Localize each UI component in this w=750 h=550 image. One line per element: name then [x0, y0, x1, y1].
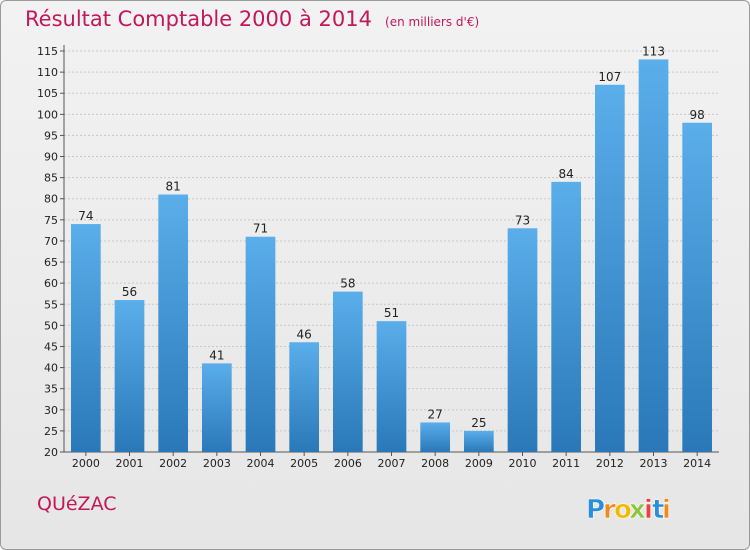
- value-label-2012: 107: [598, 70, 621, 84]
- x-tick-label-2010: 2010: [509, 457, 537, 470]
- value-label-2014: 98: [690, 108, 705, 122]
- value-label-2011: 84: [559, 167, 574, 181]
- logo-letter-6: i: [662, 495, 671, 525]
- bar-2008: [420, 422, 451, 452]
- bar-2003: [201, 363, 232, 452]
- logo-letter-3: x: [629, 495, 646, 525]
- x-tick-label-2000: 2000: [72, 457, 100, 470]
- bar-2002: [158, 194, 189, 452]
- y-tick-label-20: 20: [44, 446, 58, 459]
- y-tick-label-45: 45: [44, 340, 58, 353]
- x-tick-label-2011: 2011: [552, 457, 580, 470]
- value-label-2001: 56: [122, 285, 137, 299]
- y-tick-label-65: 65: [44, 256, 58, 269]
- value-label-2010: 73: [515, 213, 530, 227]
- x-tick-label-2013: 2013: [640, 457, 668, 470]
- town-name: QUéZAC: [37, 493, 117, 515]
- x-tick-label-2002: 2002: [159, 457, 187, 470]
- x-tick-label-2008: 2008: [421, 457, 449, 470]
- y-tick-label-55: 55: [44, 298, 58, 311]
- logo-letter-2: o: [614, 495, 632, 525]
- value-label-2007: 51: [384, 306, 399, 320]
- y-tick-label-95: 95: [44, 129, 58, 142]
- logo-letter-0: P: [586, 495, 605, 525]
- value-label-2013: 113: [642, 44, 665, 58]
- y-tick-label-30: 30: [44, 404, 58, 417]
- value-label-2009: 25: [471, 416, 486, 430]
- y-tick-label-35: 35: [44, 383, 58, 396]
- bar-2000: [70, 224, 101, 452]
- bar-2014: [682, 122, 713, 452]
- y-tick-label-90: 90: [44, 151, 58, 164]
- x-tick-label-2009: 2009: [465, 457, 493, 470]
- y-tick-label-110: 110: [37, 66, 58, 79]
- bar-2001: [114, 300, 145, 452]
- y-tick-label-40: 40: [44, 362, 58, 375]
- y-tick-label-100: 100: [37, 108, 58, 121]
- y-tick-label-85: 85: [44, 172, 58, 185]
- x-tick-label-2014: 2014: [683, 457, 711, 470]
- bar-2009: [463, 430, 494, 452]
- value-label-2004: 71: [253, 222, 268, 236]
- y-tick-label-75: 75: [44, 214, 58, 227]
- bar-layer: 74 56 81 41 71 46 58 51 27 25 73 84 107 113 98: [70, 44, 713, 452]
- y-tick-label-115: 115: [37, 45, 58, 58]
- logo-letter-4: i: [644, 495, 653, 525]
- chart-subtitle: (en milliers d'€): [385, 15, 480, 29]
- x-tick-label-2005: 2005: [290, 457, 318, 470]
- bar-2011: [551, 181, 582, 452]
- x-tick-label-2012: 2012: [596, 457, 624, 470]
- y-tick-label-70: 70: [44, 235, 58, 248]
- logo-letter-5: t: [652, 495, 664, 525]
- title-row: Résultat Comptable 2000 à 2014 (en milli…: [25, 7, 479, 31]
- x-tick-label-2007: 2007: [378, 457, 406, 470]
- y-tick-label-60: 60: [44, 277, 58, 290]
- value-label-2005: 46: [297, 327, 312, 341]
- x-tick-label-2004: 2004: [247, 457, 275, 470]
- x-tick-label-2006: 2006: [334, 457, 362, 470]
- y-tick-label-105: 105: [37, 87, 58, 100]
- value-label-2006: 58: [340, 277, 355, 291]
- value-label-2000: 74: [78, 209, 93, 223]
- x-tick-label-2001: 2001: [116, 457, 144, 470]
- bar-2013: [638, 59, 669, 452]
- bar-2006: [332, 291, 363, 452]
- value-label-2003: 41: [209, 348, 224, 362]
- bar-2010: [507, 228, 538, 452]
- y-tick-label-80: 80: [44, 193, 58, 206]
- value-label-2008: 27: [428, 407, 443, 421]
- bar-2007: [376, 321, 407, 452]
- logo-letter-1: r: [603, 495, 616, 525]
- bar-2012: [594, 84, 625, 452]
- x-tick-label-2003: 2003: [203, 457, 231, 470]
- value-label-2002: 81: [166, 180, 181, 194]
- bar-2005: [289, 342, 320, 452]
- bar-2004: [245, 236, 276, 452]
- y-tick-label-50: 50: [44, 319, 58, 332]
- chart-title: Résultat Comptable 2000 à 2014: [25, 7, 372, 31]
- y-tick-label-25: 25: [44, 425, 58, 438]
